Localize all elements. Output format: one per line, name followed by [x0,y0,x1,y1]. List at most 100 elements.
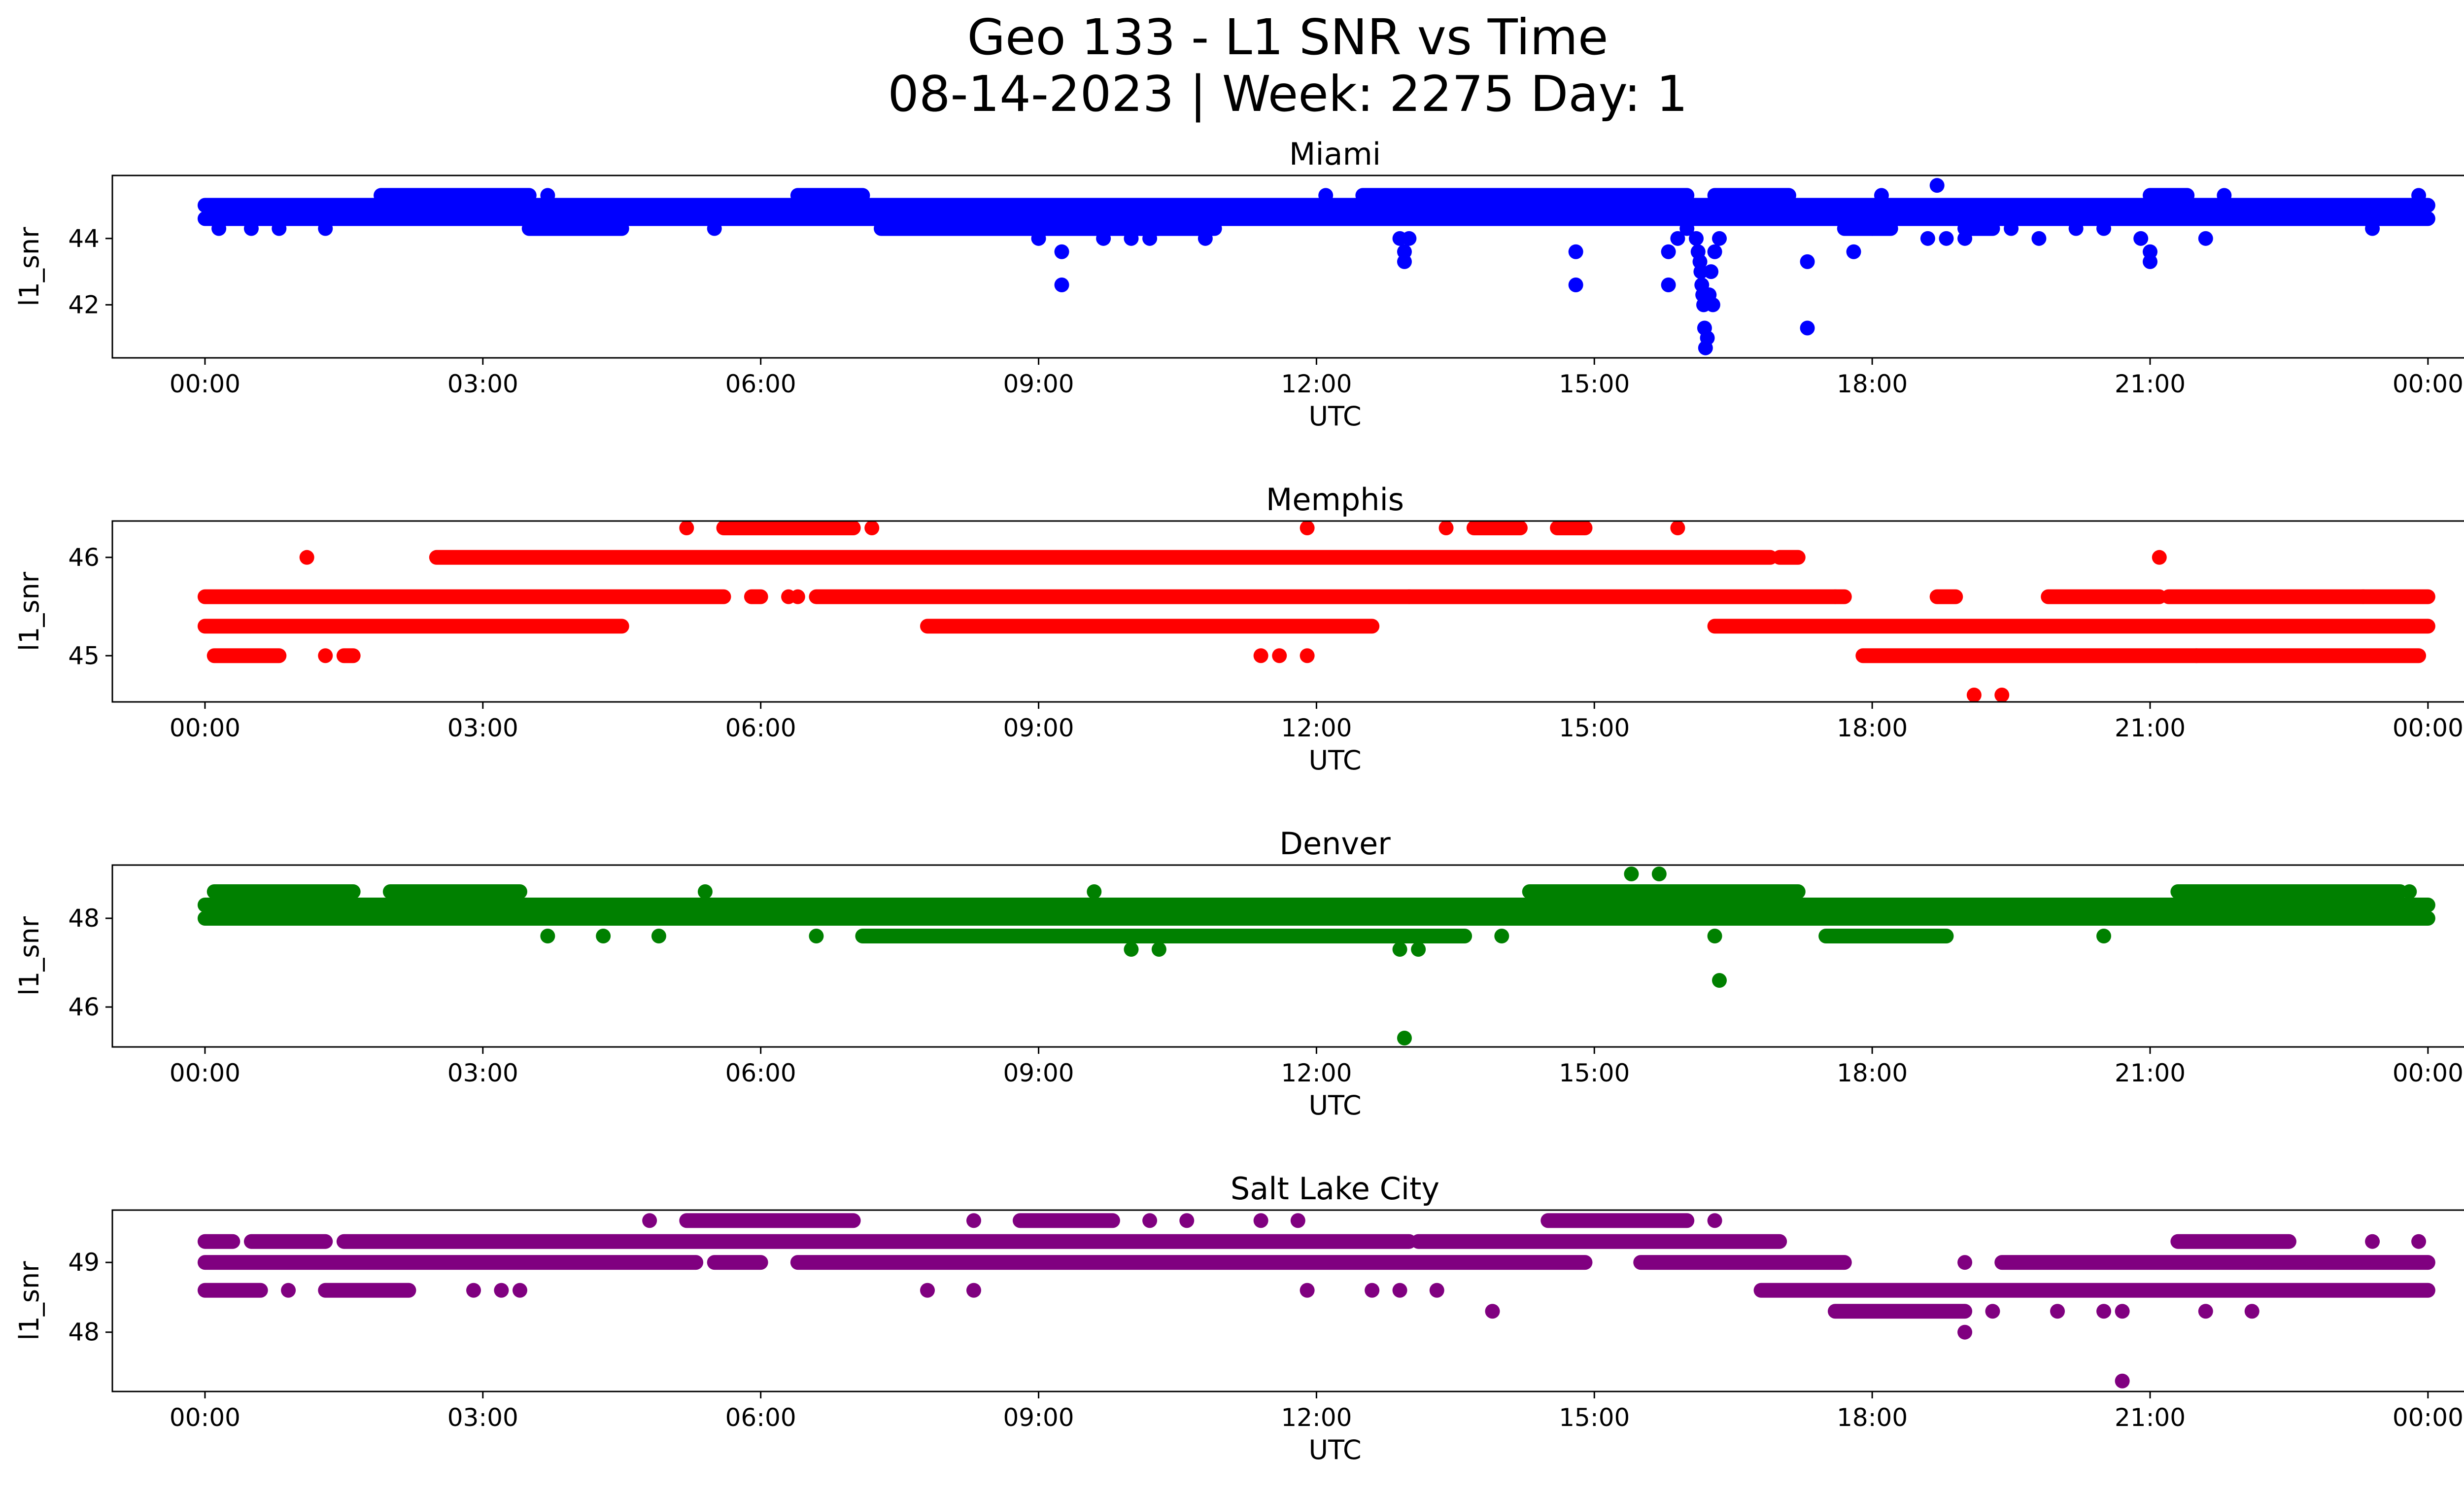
axes-frame [111,174,2464,359]
data-point [2031,231,2047,246]
chart-title: Miami [1289,136,1381,172]
chart-title: Salt Lake City [1231,1171,1439,1207]
data-point [1726,911,1741,926]
data-point [1704,264,1719,279]
data-point [2411,188,2427,203]
x-tick-label: 09:00 [1003,1403,1074,1432]
data-point [1957,1255,1973,1270]
data-point [1661,278,1676,292]
data-point [1198,231,1213,246]
y-axis-label: l1_snr [14,571,45,651]
x-tick-label: 18:00 [1837,1403,1908,1432]
x-tick-label: 03:00 [447,1059,518,1087]
data-point [642,1213,657,1228]
data-point [707,221,722,236]
data-point [1800,320,1815,336]
x-tick-label: 21:00 [2115,370,2186,398]
data-point [1087,884,1102,899]
x-tick-label: 15:00 [1559,1403,1630,1432]
data-point [2004,221,2019,236]
data-point [2152,550,2167,565]
data-point [864,521,880,535]
x-tick-label: 06:00 [725,1403,796,1432]
x-tick-label: 18:00 [1837,714,1908,742]
x-tick-label: 12:00 [1281,1403,1352,1432]
data-point [966,1213,981,1228]
x-axis-label: UTC [1308,745,1361,776]
data-point [1365,1283,1380,1298]
data-point [1300,521,1315,535]
data-point [966,1283,981,1298]
data-point [1411,942,1426,957]
data-point [1050,198,1065,213]
data-point [1151,942,1166,957]
data-point [1705,297,1720,313]
axes-frame [111,520,2464,703]
data-point [2365,221,2380,236]
data-point [1494,929,1509,943]
data-point [1124,942,1139,957]
y-tick-label: 49 [68,1248,100,1277]
data-point [2189,648,2204,663]
x-tick-label: 15:00 [1559,714,1630,742]
data-point [1318,188,1334,203]
data-point [1397,254,1412,269]
data-point [1827,589,1843,604]
data-point [2402,884,2417,899]
x-tick-label: 21:00 [2115,1059,2186,1087]
data-point [318,221,333,236]
y-tick-label: 46 [68,543,100,572]
data-point [1957,1324,1973,1340]
data-point [211,221,227,236]
data-point [1290,1213,1305,1228]
data-point [1651,867,1667,881]
x-tick-label: 00:00 [170,714,240,742]
data-point [1985,1304,2000,1319]
data-point [1712,973,1727,988]
data-point [466,1283,481,1298]
axes-frame [111,864,2464,1048]
y-axis-label: l1_snr [14,916,45,996]
data-point [1707,929,1722,943]
x-tick-label: 00:00 [170,1403,240,1432]
x-tick-label: 15:00 [1559,1059,1630,1087]
x-tick-label: 03:00 [447,1403,518,1432]
data-point [1096,231,1111,246]
data-point [1920,231,1935,246]
data-point [1124,231,1139,246]
data-point [2096,221,2112,236]
axes-frame [111,1209,2464,1392]
data-point [1846,244,1861,259]
data-point [540,929,555,943]
data-point [1661,244,1676,259]
data-point [1142,231,1158,246]
data-point [1272,648,1287,663]
figure-title-line2: 08-14-2023 | Week: 2275 Day: 1 [888,65,1687,123]
data-point [1397,1031,1412,1045]
data-point [1142,1213,1158,1228]
data-point [1689,231,1704,246]
data-point [513,1283,527,1298]
series-marks [197,178,2435,355]
x-tick-label: 12:00 [1281,1059,1352,1087]
x-tick-label: 00:00 [2393,714,2464,742]
data-point [697,884,713,899]
data-point [2143,254,2157,269]
data-point [920,1283,935,1298]
y-tick-label: 42 [68,290,100,319]
x-tick-label: 21:00 [2115,1403,2186,1432]
x-tick-label: 09:00 [1003,714,1074,742]
x-tick-label: 09:00 [1003,370,1074,398]
x-tick-label: 03:00 [447,714,518,742]
data-point [1624,867,1639,881]
data-point [1300,648,1315,663]
x-tick-label: 21:00 [2115,714,2186,742]
data-point [1939,231,1954,246]
data-point [1568,244,1583,259]
data-point [651,929,666,943]
x-axis-label: UTC [1308,1434,1361,1465]
data-point [243,221,259,236]
x-tick-label: 12:00 [1281,714,1352,742]
data-point [2096,1304,2112,1319]
data-point [1568,278,1583,292]
